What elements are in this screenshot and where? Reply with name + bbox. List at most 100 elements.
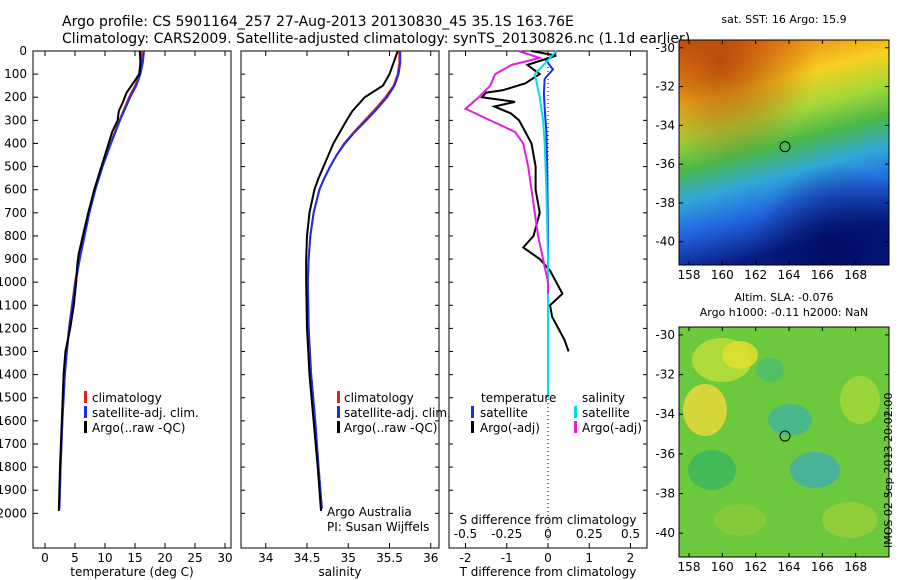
legend-swatch-t-satellite bbox=[471, 406, 474, 418]
chart-title-line1: Argo profile: CS 5901164_257 27-Aug-2013… bbox=[62, 14, 574, 30]
x-tick-label: 10 bbox=[97, 551, 112, 565]
y-tick-label: 1200 bbox=[0, 321, 27, 335]
map-y-tick-label: -34 bbox=[655, 407, 675, 421]
x-tick-label: -1 bbox=[501, 551, 513, 565]
x-tick-label: -2 bbox=[460, 551, 472, 565]
sla-blob bbox=[683, 384, 727, 436]
y-tick-label: 2000 bbox=[0, 506, 27, 520]
legend-swatch-satellite bbox=[84, 406, 87, 418]
legend-title-salinity: salinity bbox=[582, 391, 625, 405]
map-x-tick-label: 164 bbox=[778, 560, 801, 574]
y-tick-label: 900 bbox=[4, 252, 27, 266]
sla-blob bbox=[714, 504, 766, 536]
legend-swatch-argo bbox=[84, 421, 87, 433]
x-tick-label: 20 bbox=[157, 551, 172, 565]
sst-cold-patch bbox=[679, 40, 889, 265]
map-x-tick-label: 166 bbox=[811, 268, 834, 282]
sla-map-title-line2: Argo h1000: -0.11 h2000: NaN bbox=[700, 306, 869, 319]
x-tick-label: 34.5 bbox=[294, 551, 321, 565]
legend-label-climatology: climatology bbox=[92, 391, 162, 405]
y-tick-label: 1600 bbox=[0, 414, 27, 428]
legend-label-s-satellite: satellite bbox=[582, 406, 630, 420]
s-tick-label: 0.5 bbox=[621, 527, 640, 541]
sla-blob bbox=[840, 376, 880, 424]
map-x-tick-label: 158 bbox=[678, 268, 701, 282]
sla-map-frame bbox=[678, 326, 890, 558]
chart-title-line2: Climatology: CARS2009. Satellite-adjuste… bbox=[62, 31, 690, 47]
series-line-argo-raw-qc- bbox=[305, 50, 399, 512]
map-x-tick-label: 168 bbox=[844, 268, 867, 282]
sla-map: Altim. SLA: -0.076 Argo h1000: -0.11 h20… bbox=[655, 291, 890, 574]
map-y-tick-label: -30 bbox=[655, 41, 675, 55]
map-y-tick-label: -40 bbox=[655, 235, 675, 249]
x-tick-label: 35 bbox=[341, 551, 356, 565]
x-tick-label: 5 bbox=[71, 551, 79, 565]
x-tick-label: 2 bbox=[627, 551, 635, 565]
map-y-tick-label: -36 bbox=[655, 157, 675, 171]
legend-swatch-climatology bbox=[337, 391, 340, 403]
y-tick-label: 700 bbox=[4, 206, 27, 220]
sla-blob bbox=[822, 502, 878, 538]
x-tick-label: 34 bbox=[258, 551, 273, 565]
s-tick-label: -0.5 bbox=[454, 527, 477, 541]
x-tick-label: 25 bbox=[187, 551, 202, 565]
series-line-climatology bbox=[58, 50, 144, 509]
credit-line1: Argo Australia bbox=[327, 505, 412, 519]
salinity-legend: climatology satellite-adj. clim. Argo(..… bbox=[337, 391, 451, 435]
legend-swatch-t-argo bbox=[471, 421, 474, 433]
series-line-climatology bbox=[306, 51, 401, 509]
salinity-plot: 34 34.5 35 35.5 36 salinity bbox=[240, 50, 440, 579]
y-tick-label: 1300 bbox=[0, 345, 27, 359]
y-tick-label: 1400 bbox=[0, 368, 27, 382]
map-x-tick-label: 162 bbox=[744, 560, 767, 574]
credit-line2: PI: Susan Wijffels bbox=[327, 520, 429, 534]
map-x-tick-label: 168 bbox=[844, 560, 867, 574]
legend-swatch-climatology bbox=[84, 391, 87, 403]
y-tick-label: 1500 bbox=[0, 391, 27, 405]
x-tick-label: 30 bbox=[217, 551, 232, 565]
x-tick-label: 0 bbox=[544, 551, 552, 565]
y-tick-label: 300 bbox=[4, 113, 27, 127]
y-tick-label: 800 bbox=[4, 229, 27, 243]
sst-map-title: sat. SST: 16 Argo: 15.9 bbox=[721, 13, 846, 26]
y-tick-label: 200 bbox=[4, 90, 27, 104]
difference-plot: -2 -1 0 1 2 -0.5 -0.25 0 0.25 0.5 T difference fro… bbox=[448, 50, 648, 579]
argo-location-marker bbox=[779, 141, 791, 153]
legend-swatch-s-satellite bbox=[574, 406, 577, 418]
argo-location-marker bbox=[779, 430, 791, 442]
plot-frame bbox=[240, 50, 440, 549]
map-x-tick-label: 158 bbox=[678, 560, 701, 574]
legend-label-t-argo: Argo(-adj) bbox=[480, 421, 540, 435]
legend-title-temperature: temperature bbox=[481, 391, 556, 405]
x-tick-label: 35.5 bbox=[376, 551, 403, 565]
x-axis-label: temperature (deg C) bbox=[70, 565, 193, 579]
legend-swatch-satellite bbox=[337, 406, 340, 418]
legend-label-satellite: satellite-adj. clim. bbox=[92, 406, 199, 420]
s-tick-label: 0.25 bbox=[576, 527, 603, 541]
x-tick-label: 36 bbox=[423, 551, 438, 565]
series-line-s-satellite bbox=[533, 50, 557, 398]
y-tick-label: 1700 bbox=[0, 437, 27, 451]
sla-blob bbox=[790, 452, 840, 488]
s-tick-label: 0 bbox=[544, 527, 552, 541]
temperature-legend: climatology satellite-adj. clim. Argo(..… bbox=[84, 391, 199, 435]
map-y-tick-label: -40 bbox=[655, 526, 675, 540]
map-x-tick-label: 164 bbox=[778, 268, 801, 282]
y-tick-label: 600 bbox=[4, 183, 27, 197]
sst-map: sat. SST: 16 Argo: 15.9 158 160 162 164 166 1… bbox=[655, 13, 890, 282]
sla-blob bbox=[722, 341, 758, 369]
legend-label-argo: Argo(..raw -QC) bbox=[344, 421, 437, 435]
sla-blob bbox=[768, 404, 812, 436]
y-tick-label: 1000 bbox=[0, 275, 27, 289]
x-tick-label: 0 bbox=[41, 551, 49, 565]
x-tick-label: 1 bbox=[585, 551, 593, 565]
plot-frame bbox=[32, 50, 232, 549]
map-y-tick-label: -32 bbox=[655, 368, 675, 382]
map-x-tick-label: 160 bbox=[711, 560, 734, 574]
imos-timestamp-label: IMOS 02-Sep-2013 20:02:00 bbox=[882, 393, 895, 548]
x-axis-label: T difference from climatology bbox=[459, 565, 637, 579]
sla-map-title-line1: Altim. SLA: -0.076 bbox=[734, 291, 833, 304]
x-tick-label: 15 bbox=[127, 551, 142, 565]
sla-blob bbox=[756, 358, 784, 382]
